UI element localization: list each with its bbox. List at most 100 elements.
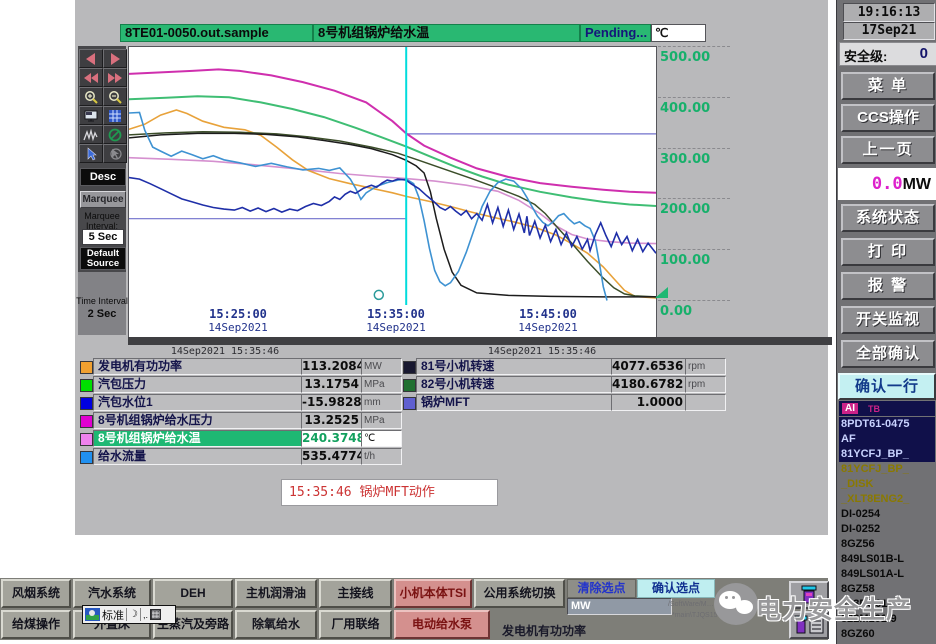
pen-color-swatch[interactable]: [80, 433, 93, 446]
ime-punctuation-icon[interactable]: ,.: [142, 609, 148, 620]
nav-button-gongyong[interactable]: 公用系统切换: [474, 579, 565, 608]
desc-button[interactable]: Desc: [80, 168, 126, 186]
status-pending-field: Pending...: [580, 24, 651, 42]
ime-halfmoon-icon[interactable]: ☽: [129, 609, 138, 620]
alarm-list-item[interactable]: _XLT8ENG2_: [841, 493, 910, 505]
switch-monitor-button[interactable]: 开关监视: [841, 306, 935, 334]
pen-color-swatch[interactable]: [80, 361, 93, 374]
nav-button-chuyang[interactable]: 除氧给水: [235, 610, 317, 639]
alarm-tag-ai[interactable]: AI: [842, 403, 858, 414]
alarm-list-item[interactable]: DI-0254: [841, 508, 881, 520]
alarm-list-item[interactable]: 803PG01: [841, 598, 888, 610]
marquee-button[interactable]: Marquee: [80, 191, 126, 208]
selected-point-field[interactable]: MW: [567, 598, 672, 615]
legend-pen-name[interactable]: 锅炉MFT: [416, 394, 614, 411]
x-tick-time: 15:25:00: [209, 307, 267, 321]
alarm-list-item[interactable]: 8PDT61-0475: [839, 417, 935, 432]
alarm-list-item[interactable]: _DISK: [841, 478, 874, 490]
alarm-list-item[interactable]: 81YCFJ_BP_: [841, 463, 909, 475]
legend-pen-name[interactable]: 8号机组锅炉给水压力: [93, 412, 304, 429]
pen-color-swatch[interactable]: [403, 361, 416, 374]
marquee-interval-value[interactable]: 5 Sec: [82, 229, 124, 245]
pen-color-swatch[interactable]: [80, 415, 93, 428]
default-source-button[interactable]: Default Source: [80, 247, 126, 270]
legend-pen-name[interactable]: 发电机有功功率: [93, 358, 304, 375]
ime-keyboard-icon[interactable]: ▦: [149, 609, 162, 620]
group-pointer-button[interactable]: [103, 144, 127, 163]
legend-pen-name-selected[interactable]: 8号机组锅炉给水温: [93, 430, 304, 447]
print-button[interactable]: 打 印: [841, 238, 935, 266]
confirm-selection-button[interactable]: 确认选点: [637, 579, 715, 598]
menu-button[interactable]: 菜 单: [841, 72, 935, 100]
point-tag-field[interactable]: 8TE01-0050.out.sample: [120, 24, 313, 42]
legend-pen-name[interactable]: 给水流量: [93, 448, 304, 465]
system-status-button[interactable]: 系统状态: [841, 204, 935, 232]
legend-pen-name[interactable]: 82号小机转速: [416, 376, 614, 393]
disable-button[interactable]: [103, 125, 127, 144]
ime-toolbar[interactable]: 标准 ☽ ,. ▦: [82, 605, 176, 624]
splitter-bar[interactable]: [128, 337, 832, 345]
tabular-view-button[interactable]: [103, 106, 127, 125]
alarm-list-item[interactable]: 8GZ60: [841, 628, 875, 640]
pen-color-swatch[interactable]: [403, 397, 416, 410]
alarm-tag-tb[interactable]: TB: [868, 403, 880, 414]
trend-curve: [128, 176, 657, 254]
alarm-list-item[interactable]: 849LS01B-L: [841, 553, 904, 565]
pen-color-swatch[interactable]: [403, 379, 416, 392]
ime-mode-label[interactable]: 标准: [102, 609, 124, 622]
nav-button-fengyan[interactable]: 风烟系统: [1, 579, 71, 608]
ime-separator: [126, 608, 127, 621]
security-level-panel: 安全级: 0: [839, 42, 936, 66]
ack-one-line-button[interactable]: 确认一行: [838, 373, 936, 400]
alarm-list: 8PDT61-0475 AF 81YCFJ_BP_ 81YCFJ_BP_ _DISK _X…: [839, 417, 935, 643]
zoom-out-button[interactable]: [103, 87, 127, 106]
alarm-list-item[interactable]: AF: [839, 432, 935, 447]
trend-plot-area[interactable]: [128, 46, 657, 306]
ccs-operate-button[interactable]: CCS操作: [841, 104, 935, 132]
page-left-button[interactable]: [79, 68, 103, 87]
trend-list-button[interactable]: [789, 611, 829, 639]
alarm-list-item[interactable]: 822M101-9: [841, 613, 897, 625]
step-right-button[interactable]: [103, 49, 127, 68]
y-gridline: [658, 46, 730, 47]
nav-button-qishui[interactable]: 汽水系统: [73, 579, 151, 608]
scale-indicator-triangle[interactable]: [655, 287, 668, 298]
nav-button-deh[interactable]: DEH: [153, 579, 233, 608]
alarm-list-item[interactable]: 8GZ56: [841, 538, 875, 550]
point-description-field[interactable]: 8号机组锅炉给水温: [313, 24, 580, 42]
pen-color-swatch[interactable]: [80, 397, 93, 410]
alarm-list-item[interactable]: 849LS01A-L: [841, 568, 904, 580]
nav-button-zhujiexian[interactable]: 主接线: [319, 579, 392, 608]
legend-pen-name[interactable]: 汽包水位1: [93, 394, 304, 411]
legend-pen-unit: MPa: [361, 412, 402, 429]
previous-page-button[interactable]: 上一页: [841, 136, 935, 164]
nav-button-geimei[interactable]: 给煤操作: [1, 610, 71, 639]
alarm-list-item[interactable]: 81YCFJ_BP_: [839, 447, 935, 462]
y-gridline: [658, 148, 730, 149]
pointer-button[interactable]: [79, 144, 103, 163]
pen-color-swatch[interactable]: [80, 379, 93, 392]
nav-button-runhuayou[interactable]: 主机润滑油: [235, 579, 317, 608]
step-left-button[interactable]: [79, 49, 103, 68]
zoom-in-button[interactable]: [79, 87, 103, 106]
display-mode-button[interactable]: [79, 106, 103, 125]
legend-pen-value: 13.2525: [301, 412, 363, 429]
nav-button-xiaoji-tsi[interactable]: 小机本体TSI: [394, 579, 472, 608]
legend-pen-name[interactable]: 汽包压力: [93, 376, 304, 393]
legend-pen-name[interactable]: 81号小机转速: [416, 358, 614, 375]
alarm-list-item[interactable]: DI-0252: [841, 523, 881, 535]
x-axis-tick: 15:45:00 14Sep2021: [493, 307, 603, 334]
page-right-button[interactable]: [103, 68, 127, 87]
clear-selection-button[interactable]: 清除选点: [567, 579, 636, 598]
nav-button-diandong-pump[interactable]: 电动给水泵: [394, 610, 490, 639]
time-interval-label: Time Interval :: [76, 296, 128, 316]
x-tick-time: 15:45:00: [519, 307, 577, 321]
trend-view-button[interactable]: [79, 125, 103, 144]
alarm-button[interactable]: 报 警: [841, 272, 935, 300]
nav-button-changyong[interactable]: 厂用联络: [319, 610, 392, 639]
trend-window-button[interactable]: [789, 581, 829, 609]
alarm-list-item[interactable]: 8GZ58: [841, 583, 875, 595]
ack-all-button[interactable]: 全部确认: [841, 340, 935, 368]
pen-color-swatch[interactable]: [80, 451, 93, 464]
trend-curves: [128, 47, 657, 305]
